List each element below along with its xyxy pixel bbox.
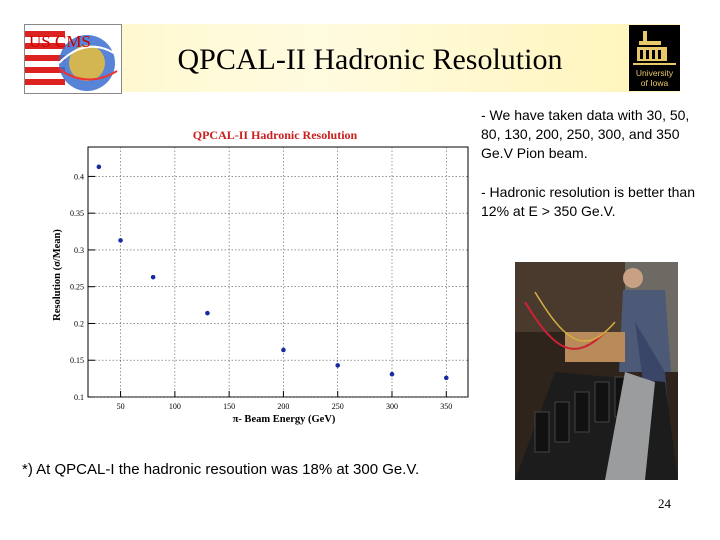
x-tick-label: 50 [117, 402, 125, 411]
y-tick-label: 0.2 [74, 319, 84, 328]
y-tick-label: 0.1 [74, 393, 84, 402]
header-bar [24, 24, 680, 92]
grid-layer [88, 147, 468, 398]
y-axis-label: Resolution (σ/Mean) [52, 229, 63, 321]
data-point [205, 310, 210, 316]
x-tick-label: 350 [440, 402, 452, 411]
y-tick-label: 0.35 [70, 209, 84, 218]
footnote: *) At QPCAL-I the hadronic resoution was… [22, 461, 420, 478]
x-tick-label: 300 [386, 402, 398, 411]
x-tick-label: 150 [223, 402, 235, 411]
svg-text:US CMS: US CMS [29, 32, 91, 51]
resolution-chart: QPCAL-II Hadronic Resolution 50 100 150 200… [46, 120, 476, 430]
y-tick-label: 0.25 [70, 283, 84, 292]
data-point [150, 274, 156, 280]
y-tick-label: 0.4 [74, 172, 84, 181]
x-tick-label: 250 [332, 402, 344, 411]
university-of-iowa-logo: University of Iowa [629, 25, 680, 91]
data-point [118, 238, 123, 243]
bullet-list: - We have taken data with 30, 50, 80, 13… [481, 106, 711, 241]
x-tick-label: 100 [169, 402, 181, 411]
y-tick-label: 0.15 [70, 356, 84, 365]
data-point [335, 363, 341, 368]
data-point [96, 164, 102, 170]
plot-frame [87, 146, 469, 398]
point-layer [96, 164, 449, 381]
x-tick-label: 200 [277, 402, 289, 411]
data-point [389, 371, 395, 377]
svg-text:of Iowa: of Iowa [641, 78, 669, 88]
bullet-beam-energies: - We have taken data with 30, 50, 80, 13… [481, 107, 690, 161]
chart-svg: QPCAL-II Hadronic Resolution 50 100 150 200… [52, 128, 469, 425]
slide-title: QPCAL-II Hadronic Resolution [177, 43, 563, 76]
us-cms-logo: US CMS [24, 24, 122, 94]
bullet-resolution: - Hadronic resolution is better than 12%… [481, 184, 695, 219]
detector-photo [515, 262, 678, 480]
tick-layer: 50 100 150 200 250 300 350 0.1 0.15 0.2 0.25 0.3 0.3… [70, 172, 452, 411]
data-point [281, 347, 286, 353]
page-number: 24 [658, 496, 671, 511]
y-tick-label: 0.3 [74, 246, 84, 255]
chart-title: QPCAL-II Hadronic Resolution [193, 128, 358, 142]
data-point [443, 375, 449, 381]
x-axis-label: π- Beam Energy (GeV) [233, 414, 336, 425]
svg-text:University: University [636, 68, 674, 78]
